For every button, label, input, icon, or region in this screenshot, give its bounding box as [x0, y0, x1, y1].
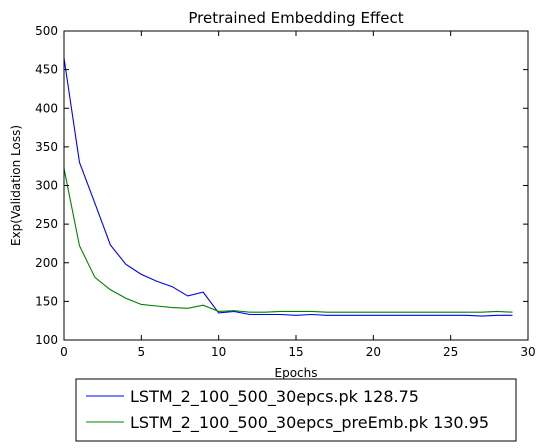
legend-label-2: LSTM_2_100_500_30epcs_preEmb.pk 130.95 [130, 413, 489, 433]
y-axis-title: Exp(Validation Loss) [9, 125, 23, 246]
x-tick-label: 10 [211, 345, 226, 359]
plot-area [63, 57, 513, 317]
legend-label-1: LSTM_2_100_500_30epcs.pk 128.75 [130, 387, 419, 407]
x-tick-label: 25 [443, 345, 458, 359]
x-tick-label: 0 [60, 345, 68, 359]
x-tick-label: 15 [288, 345, 303, 359]
y-tick-label: 300 [35, 179, 58, 193]
x-tick-label: 5 [138, 345, 146, 359]
x-axis-title: Epochs [275, 366, 318, 380]
y-tick-label: 350 [35, 140, 58, 154]
axes: 0 5 10 15 20 25 30 100 150 200 250 300 350 400 450 500 [35, 24, 536, 359]
y-tick-label: 200 [35, 256, 58, 270]
y-tick-label: 150 [35, 294, 58, 308]
series-line-1 [63, 57, 513, 317]
y-tick-label: 500 [35, 24, 58, 38]
plot-frame [63, 30, 529, 341]
legend-box [75, 378, 517, 442]
chart-title: Pretrained Embedding Effect [188, 9, 403, 27]
y-tick-label: 100 [35, 333, 58, 347]
x-tick-label: 30 [520, 345, 535, 359]
y-tick-label: 400 [35, 101, 58, 115]
legend: LSTM_2_100_500_30epcs.pk 128.75 LSTM_2_10… [75, 378, 517, 442]
series-line-2 [63, 168, 513, 313]
y-tick-label: 250 [35, 217, 58, 231]
y-tick-label: 450 [35, 63, 58, 77]
x-tick-label: 20 [366, 345, 381, 359]
